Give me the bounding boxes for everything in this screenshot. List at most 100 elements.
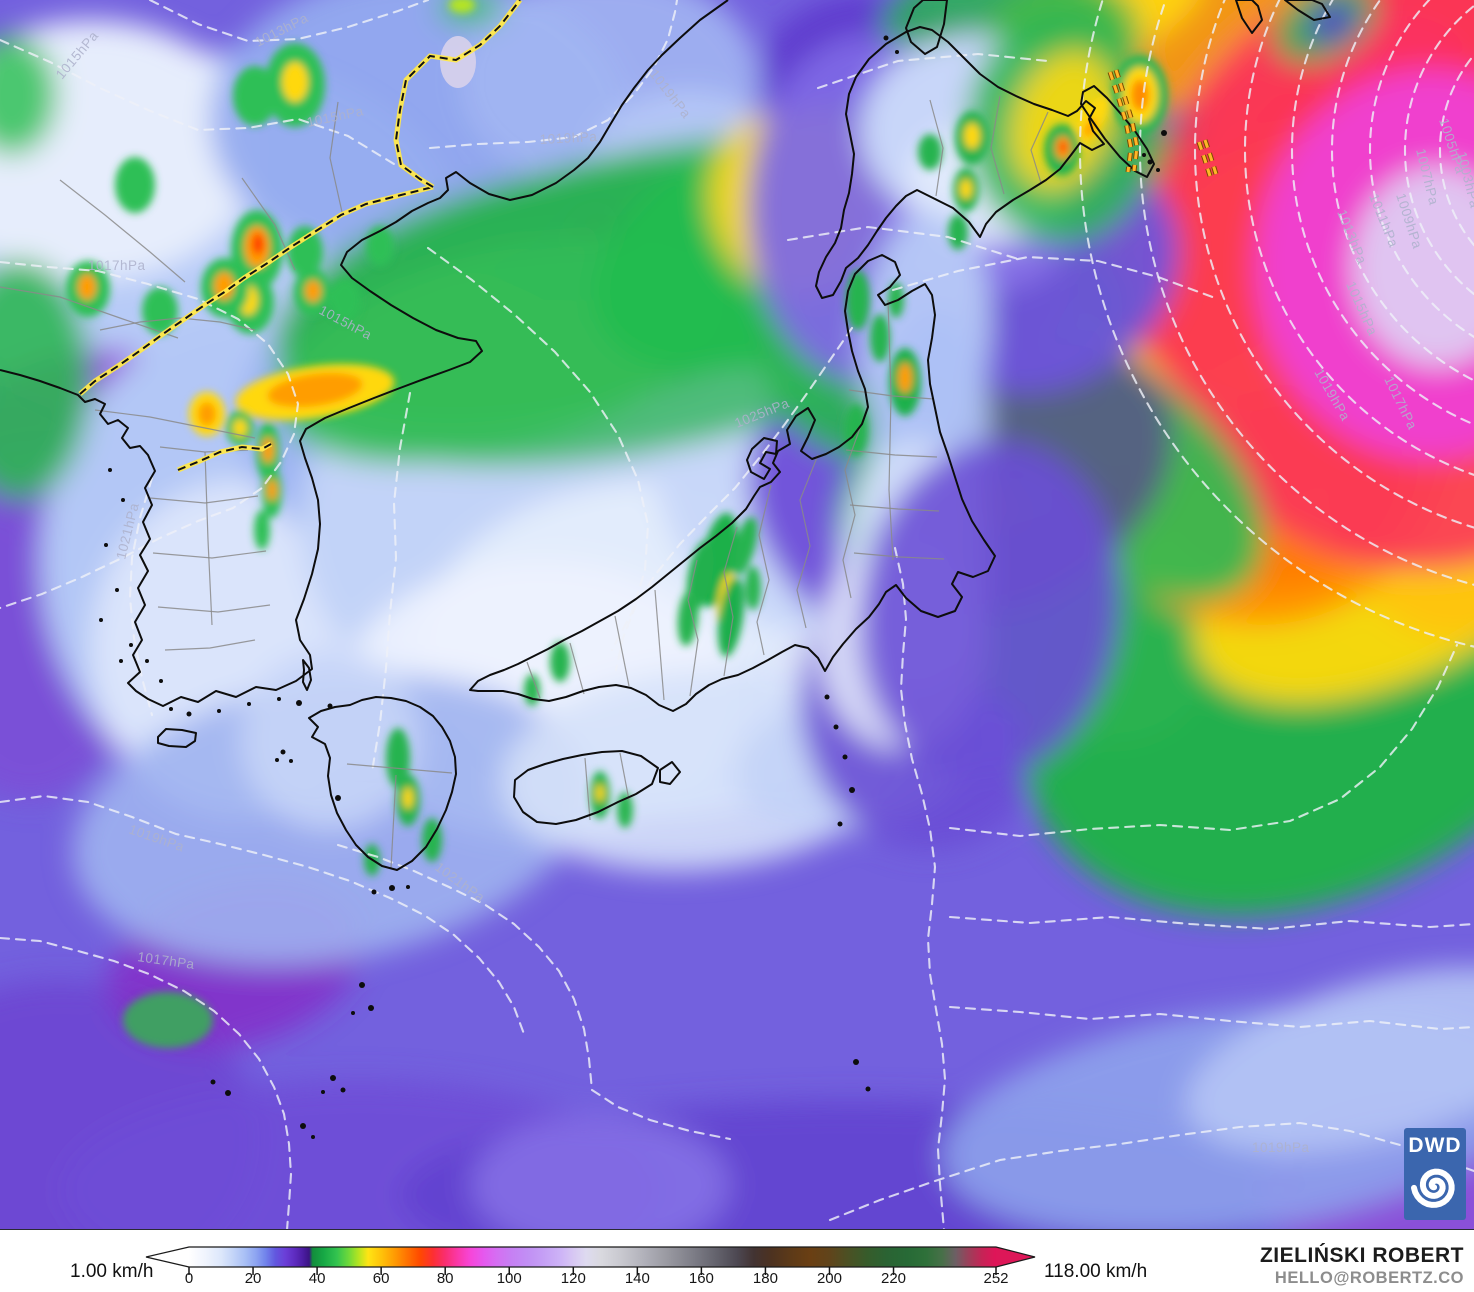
- convective-cell: [449, 0, 475, 13]
- country-borders-layer: [78, 0, 1219, 473]
- island-dot: [277, 697, 281, 701]
- scale-tick-label: 180: [753, 1270, 778, 1287]
- convective-cell: [1059, 141, 1067, 153]
- convective-cell: [142, 287, 178, 335]
- admin-border: [346, 763, 453, 774]
- convective-cell: [287, 226, 323, 278]
- scale-tick-label: 0: [185, 1270, 193, 1287]
- isobar-arc: [1139, 0, 1474, 586]
- admin-border: [94, 409, 256, 439]
- wind-field-blob: [470, 1115, 730, 1230]
- island-dot: [169, 707, 173, 711]
- island-dot: [389, 885, 395, 891]
- isobar-line: [891, 255, 1220, 301]
- coastline: [157, 728, 197, 748]
- admin-border: [654, 589, 665, 701]
- convective-cell: [745, 566, 761, 610]
- isobar-line: [816, 52, 1050, 90]
- isobar-layer: [0, 0, 1474, 1230]
- convective-cell: [870, 314, 890, 362]
- convective-cell: [252, 233, 264, 255]
- island-dot: [311, 1135, 315, 1139]
- admin-border: [990, 95, 1005, 195]
- admin-border: [241, 177, 296, 271]
- convective-cell: [329, 278, 361, 322]
- convective-cell: [233, 419, 247, 437]
- wind-field-blob: [1009, 50, 1117, 190]
- coastline-layer: [0, 0, 1331, 1139]
- isobar-arc: [1369, 0, 1474, 339]
- color-scale-legend: 1.00 km/h 0 20 40 60 80 100 120 140 160 180 200 220…: [0, 1230, 1474, 1287]
- dwd-logo: DWD: [1404, 1128, 1466, 1220]
- scale-max-label: 118.00 km/h: [1044, 1261, 1147, 1282]
- convective-cell: [198, 402, 216, 426]
- island-dot: [119, 659, 123, 663]
- scale-tick-label: 80: [437, 1270, 454, 1287]
- island-dot: [849, 787, 855, 793]
- island-dot: [833, 724, 839, 730]
- disputed-border: [1203, 139, 1218, 175]
- admin-border: [853, 552, 945, 560]
- admin-border: [1030, 111, 1049, 184]
- island-dot: [99, 618, 103, 622]
- admin-border: [929, 99, 944, 197]
- isobar-line: [148, 0, 430, 43]
- convective-cell: [305, 280, 321, 302]
- wind-field-layer: [0, 0, 1474, 1230]
- pressure-label: 1019hPa: [1252, 1140, 1310, 1155]
- credit-name: ZIELIŃSKI ROBERT: [1260, 1244, 1464, 1267]
- convective-cell: [386, 728, 410, 788]
- convective-cell: [960, 179, 972, 199]
- island-dot: [406, 885, 410, 889]
- scale-tick-label: 200: [817, 1270, 842, 1287]
- admin-border: [164, 639, 256, 651]
- isobar-arc: [1404, 4, 1474, 296]
- convective-cell: [898, 363, 912, 393]
- convective-cell: [366, 226, 394, 266]
- island-dot: [335, 795, 341, 801]
- scale-left-arrow: [146, 1247, 189, 1267]
- wind-field-blob: [1352, 167, 1474, 367]
- admin-border: [0, 286, 179, 339]
- convective-cell: [596, 784, 604, 802]
- wind-field-blob: [0, 20, 260, 280]
- wind-field-blob: [859, 440, 1121, 780]
- isobar-line: [614, 326, 854, 672]
- coastline: [659, 761, 681, 785]
- convective-cell: [267, 479, 277, 501]
- coastline: [905, 0, 948, 55]
- admin-border: [569, 642, 585, 695]
- island-dot: [225, 1090, 231, 1096]
- isobar-line: [828, 1121, 1474, 1222]
- island-dot: [210, 1079, 216, 1085]
- wind-field-blob: [240, 650, 420, 830]
- convective-cells-layer: [66, 0, 1168, 1048]
- island-dot: [1161, 130, 1167, 136]
- legend-canvas: 1.00 km/h 0 20 40 60 80 100 120 140 160 180 200 220…: [70, 1244, 1464, 1287]
- convective-cell: [78, 274, 96, 300]
- map-canvas: 1015hPa 1013hPa1015hPa1017hPa1019hPa1019h…: [0, 0, 1474, 1230]
- coastline: [1235, 0, 1263, 34]
- admin-border: [152, 550, 267, 559]
- pressure-label: 1017hPa: [88, 258, 146, 273]
- island-dot: [321, 1090, 325, 1094]
- isobar-line: [786, 225, 1020, 261]
- isobar-line: [0, 38, 396, 166]
- coastline: [1284, 0, 1331, 21]
- island-dot: [340, 1087, 346, 1093]
- wind-field-blob: [1185, 966, 1474, 1154]
- disputed-border: [1108, 71, 1133, 173]
- admin-border: [887, 299, 894, 561]
- scale-tick-label: 160: [689, 1270, 714, 1287]
- admin-border: [390, 774, 397, 869]
- wind-field-blob: [0, 35, 57, 155]
- island-dot: [824, 694, 830, 700]
- island-dot: [159, 679, 163, 683]
- admin-border: [99, 317, 256, 331]
- disputed-border: [1114, 69, 1139, 172]
- isobar-line: [893, 546, 947, 1230]
- coastline: [1080, 85, 1155, 178]
- island-dot: [247, 702, 251, 706]
- island-dot: [330, 1075, 336, 1081]
- island-dot: [371, 889, 377, 895]
